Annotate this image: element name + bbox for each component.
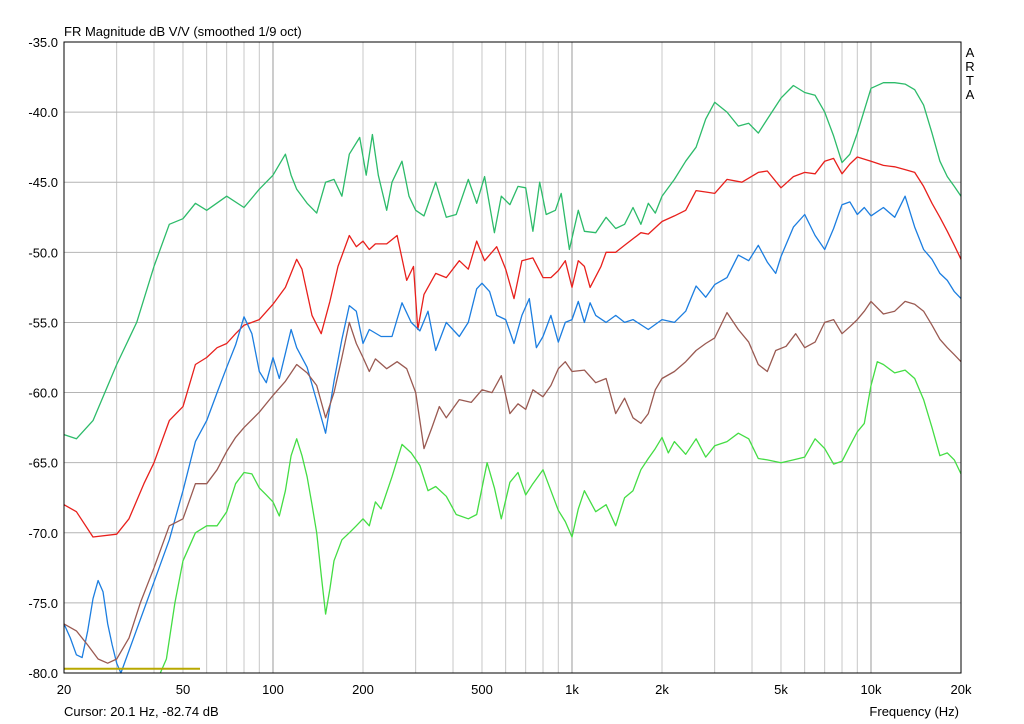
plot-frame	[63, 41, 962, 674]
y-tick-labels: -35.0 -40.0 -45.0 -50.0 -55.0 -60.0 -65.0 -70.0…	[28, 35, 58, 681]
y-tick-label: -80.0	[28, 666, 58, 681]
series-line-2	[63, 156, 962, 538]
y-tick-label: -40.0	[28, 105, 58, 120]
x-tick-labels: 20 50 100 200 500 1k 2k 5k 10k 20k	[57, 682, 972, 697]
y-tick-label: -60.0	[28, 386, 58, 401]
series-line-5	[159, 361, 962, 674]
x-tick-label: 200	[352, 682, 374, 697]
x-tick-label: 100	[262, 682, 284, 697]
watermark-letter: A	[966, 87, 975, 102]
x-tick-label: 10k	[861, 682, 882, 697]
y-tick-label: -70.0	[28, 526, 58, 541]
x-tick-label: 20	[57, 682, 71, 697]
x-tick-label: 50	[176, 682, 190, 697]
series-line-1	[63, 82, 962, 440]
x-tick-label: 2k	[655, 682, 669, 697]
series-line-4	[63, 300, 962, 664]
x-tick-label: 5k	[774, 682, 788, 697]
watermark-letter: T	[966, 73, 974, 88]
series-layer	[63, 82, 962, 674]
y-tick-label: -55.0	[28, 315, 58, 330]
x-axis-label: Frequency (Hz)	[869, 704, 959, 719]
y-tick-label: -65.0	[28, 456, 58, 471]
x-tick-label: 20k	[951, 682, 972, 697]
y-tick-label: -75.0	[28, 596, 58, 611]
x-tick-label: 500	[471, 682, 493, 697]
watermark-letter: A	[966, 45, 975, 60]
y-tick-label: -50.0	[28, 245, 58, 260]
series-line-3	[63, 195, 962, 674]
chart-title: FR Magnitude dB V/V (smoothed 1/9 oct)	[64, 24, 302, 39]
cursor-readout: Cursor: 20.1 Hz, -82.74 dB	[64, 704, 219, 719]
y-tick-label: -35.0	[28, 35, 58, 50]
x-tick-label: 1k	[565, 682, 579, 697]
watermark-letter: R	[965, 59, 974, 74]
grid	[64, 41, 961, 674]
y-tick-label: -45.0	[28, 175, 58, 190]
